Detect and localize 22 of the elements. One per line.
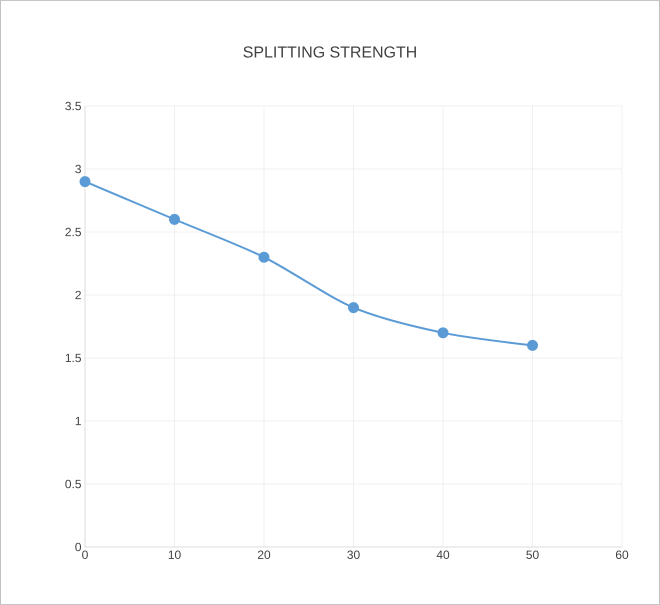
y-tick-label: 2 — [75, 290, 81, 300]
x-tick-label: 50 — [526, 550, 539, 559]
x-tick-label: 40 — [436, 550, 450, 559]
x-tick-label: 10 — [168, 550, 181, 559]
point — [527, 340, 538, 351]
point — [80, 176, 90, 188]
point — [169, 214, 180, 225]
chart-title: SPLITTING STRENGTH — [243, 46, 416, 58]
x-tick-label: 30 — [347, 550, 360, 559]
x-tick-label: 0 — [82, 550, 88, 559]
y-tick-label: 1.5 — [66, 354, 81, 362]
y-tick-label: 1 — [76, 416, 81, 426]
point — [258, 252, 270, 263]
y-tick-label: 3 — [75, 164, 81, 174]
y-tick-label: 2.5 — [65, 228, 81, 236]
y-tick-label: 0 — [75, 542, 82, 552]
point — [348, 302, 359, 314]
y-tick-label: 3.5 — [65, 102, 81, 110]
x-tick-label: 20 — [258, 550, 270, 559]
y-tick-label: 0.5 — [65, 480, 81, 488]
x-tick-label: 60 — [616, 550, 628, 559]
point — [438, 327, 448, 338]
